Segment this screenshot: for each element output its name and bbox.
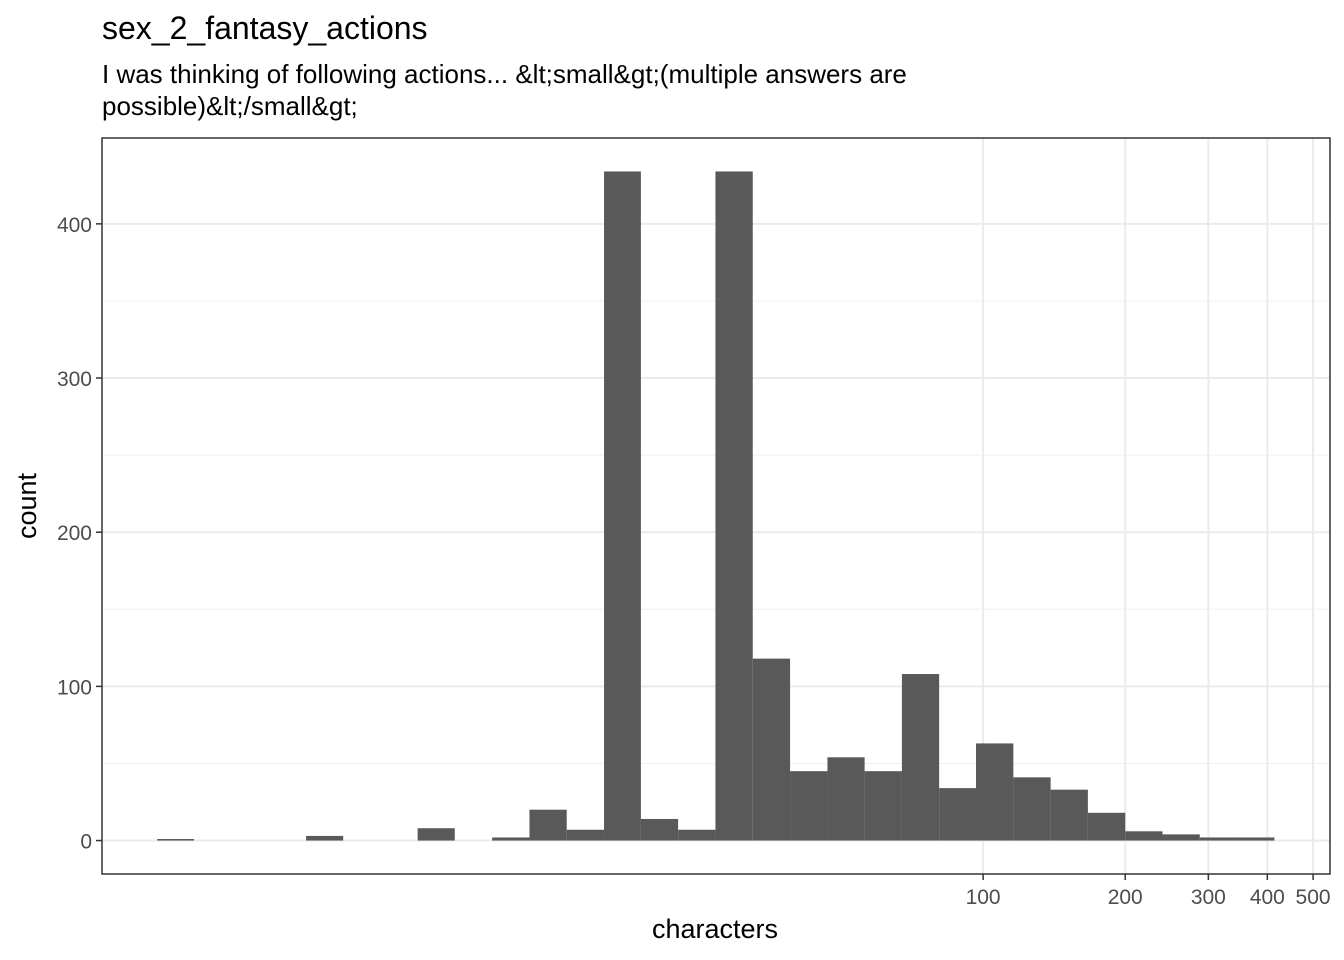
bar [1125,831,1163,841]
bar [604,171,641,841]
bar [640,818,679,841]
bar [1087,812,1126,841]
x-axis-label: characters [652,914,778,944]
x-tick-label: 200 [1108,886,1143,909]
bar [1013,777,1051,841]
bar [827,757,865,841]
bar [976,743,1014,841]
bar [752,658,791,841]
bar [566,829,605,841]
bar [157,839,194,841]
chart-subtitle: I was thinking of following actions... &… [102,59,907,121]
x-tick-label: 300 [1191,886,1226,909]
bar [901,674,940,841]
bar [715,171,753,841]
bar [1050,789,1088,841]
bar [1237,837,1275,841]
bar [1199,837,1238,841]
chart-title: sex_2_fantasy_actions [102,10,428,46]
y-tick-label: 300 [57,368,92,391]
bar [306,835,344,841]
bar [678,829,716,841]
bar [1162,834,1200,841]
bar [529,809,567,841]
bar [492,837,530,841]
x-tick-label: 400 [1250,886,1285,909]
plot-border [101,137,1331,875]
bar [790,771,828,841]
y-tick-label: 100 [57,676,92,699]
bar [417,828,455,841]
y-tick-label: 0 [80,831,92,854]
bar [939,788,977,841]
x-tick-label: 500 [1296,886,1331,909]
y-tick-label: 200 [57,522,92,545]
bar [864,771,902,841]
y-axis-label: count [12,472,42,539]
y-tick-label: 400 [57,214,92,237]
x-tick-label: 100 [966,886,1001,909]
